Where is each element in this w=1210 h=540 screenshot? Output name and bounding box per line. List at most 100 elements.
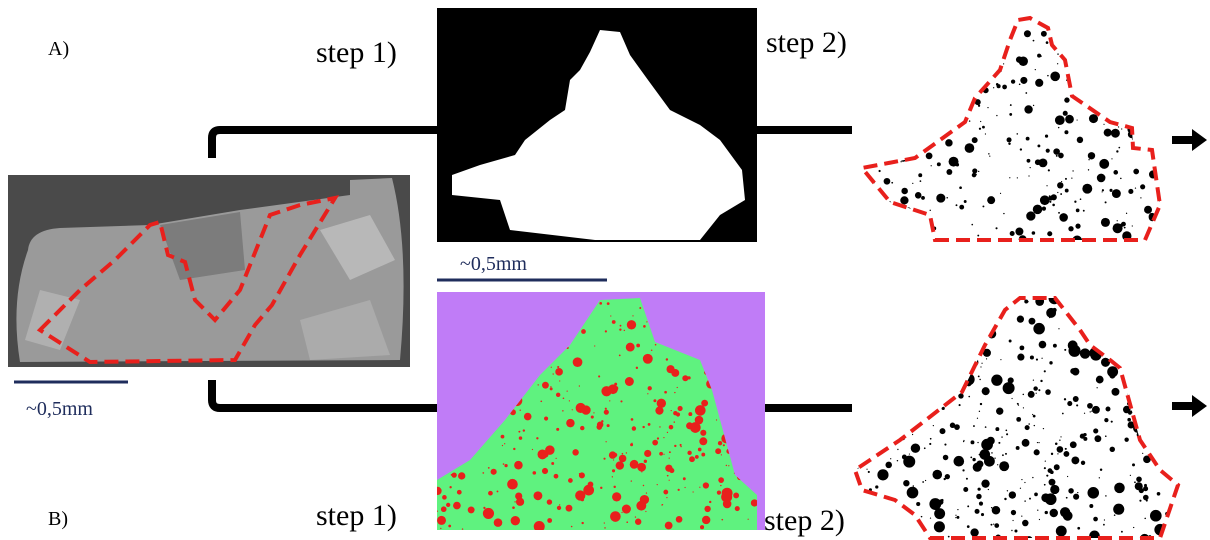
- pore: [622, 453, 624, 455]
- pore: [927, 43, 934, 50]
- pore: [880, 534, 891, 540]
- pore: [666, 497, 667, 498]
- pore: [944, 67, 945, 68]
- pore: [518, 431, 520, 433]
- pore: [1094, 435, 1101, 442]
- pore: [890, 458, 891, 459]
- pore: [917, 149, 921, 153]
- pore: [612, 320, 616, 324]
- pore: [572, 449, 578, 455]
- pore: [1016, 417, 1021, 422]
- pore: [916, 524, 918, 526]
- pore: [954, 304, 955, 305]
- pore: [982, 387, 990, 395]
- pore: [932, 470, 942, 480]
- pore: [1105, 495, 1107, 497]
- pore: [1173, 296, 1181, 304]
- pore: [1080, 434, 1085, 439]
- pore: [1007, 14, 1013, 20]
- pore: [959, 361, 962, 364]
- pore: [1082, 184, 1092, 194]
- pore: [1128, 189, 1133, 194]
- pore: [1054, 464, 1060, 470]
- pore: [1064, 97, 1069, 102]
- pore: [1160, 226, 1163, 229]
- pore: [942, 295, 946, 299]
- pore: [931, 345, 933, 347]
- pore: [1061, 181, 1062, 182]
- pore: [642, 426, 644, 428]
- pore: [861, 228, 862, 229]
- pore: [944, 33, 946, 35]
- pore: [626, 452, 627, 453]
- pore: [885, 20, 892, 27]
- pore: [551, 367, 552, 368]
- pore: [613, 486, 615, 488]
- pore: [1102, 189, 1104, 191]
- pore: [607, 424, 610, 427]
- pore: [664, 391, 667, 394]
- pore: [1076, 404, 1078, 406]
- pore: [504, 464, 507, 467]
- pore: [441, 506, 447, 512]
- pore: [663, 454, 664, 455]
- pore: [998, 442, 1000, 444]
- pore: [1030, 355, 1034, 359]
- pore: [1116, 21, 1120, 25]
- pore: [857, 444, 859, 446]
- pore: [1021, 479, 1022, 480]
- pore: [958, 393, 963, 398]
- pore: [625, 377, 634, 386]
- pore: [888, 60, 890, 62]
- pore: [655, 407, 663, 415]
- pore: [657, 437, 659, 439]
- pore: [936, 382, 939, 385]
- pore: [1136, 476, 1142, 482]
- pore: [1035, 159, 1041, 165]
- pore: [569, 400, 570, 401]
- pore: [1111, 421, 1113, 423]
- pore: [599, 302, 602, 305]
- pore: [857, 467, 859, 469]
- pore: [866, 469, 867, 470]
- pore: [674, 392, 675, 393]
- pore: [915, 192, 922, 199]
- pore: [966, 478, 968, 480]
- pore: [1060, 436, 1061, 437]
- pore: [462, 528, 463, 529]
- pore: [1141, 80, 1142, 81]
- pore: [873, 391, 875, 393]
- pore: [973, 425, 975, 427]
- pore: [907, 312, 911, 316]
- pore: [884, 178, 891, 185]
- pore: [1070, 441, 1077, 448]
- pore: [483, 507, 485, 509]
- pore: [1060, 47, 1065, 52]
- pore: [957, 509, 958, 510]
- pore: [879, 114, 880, 115]
- pore: [1144, 518, 1146, 520]
- pore: [984, 337, 985, 338]
- pore: [905, 397, 911, 403]
- pore: [915, 329, 927, 341]
- pore: [557, 366, 559, 368]
- pore: [882, 19, 884, 21]
- pore: [1010, 104, 1012, 106]
- pore: [971, 440, 975, 444]
- pore: [1102, 191, 1103, 192]
- pore: [904, 345, 905, 346]
- pore: [865, 112, 869, 116]
- pore: [930, 117, 939, 126]
- pore: [1005, 429, 1007, 431]
- pore: [1121, 335, 1122, 336]
- pore: [1170, 468, 1176, 474]
- pore: [929, 498, 941, 510]
- pore: [865, 155, 867, 157]
- pore: [1099, 159, 1109, 169]
- pore: [1127, 393, 1129, 395]
- pore: [648, 386, 652, 390]
- pore: [950, 120, 957, 127]
- pore: [702, 516, 710, 524]
- pore: [865, 201, 874, 210]
- pore: [988, 153, 989, 154]
